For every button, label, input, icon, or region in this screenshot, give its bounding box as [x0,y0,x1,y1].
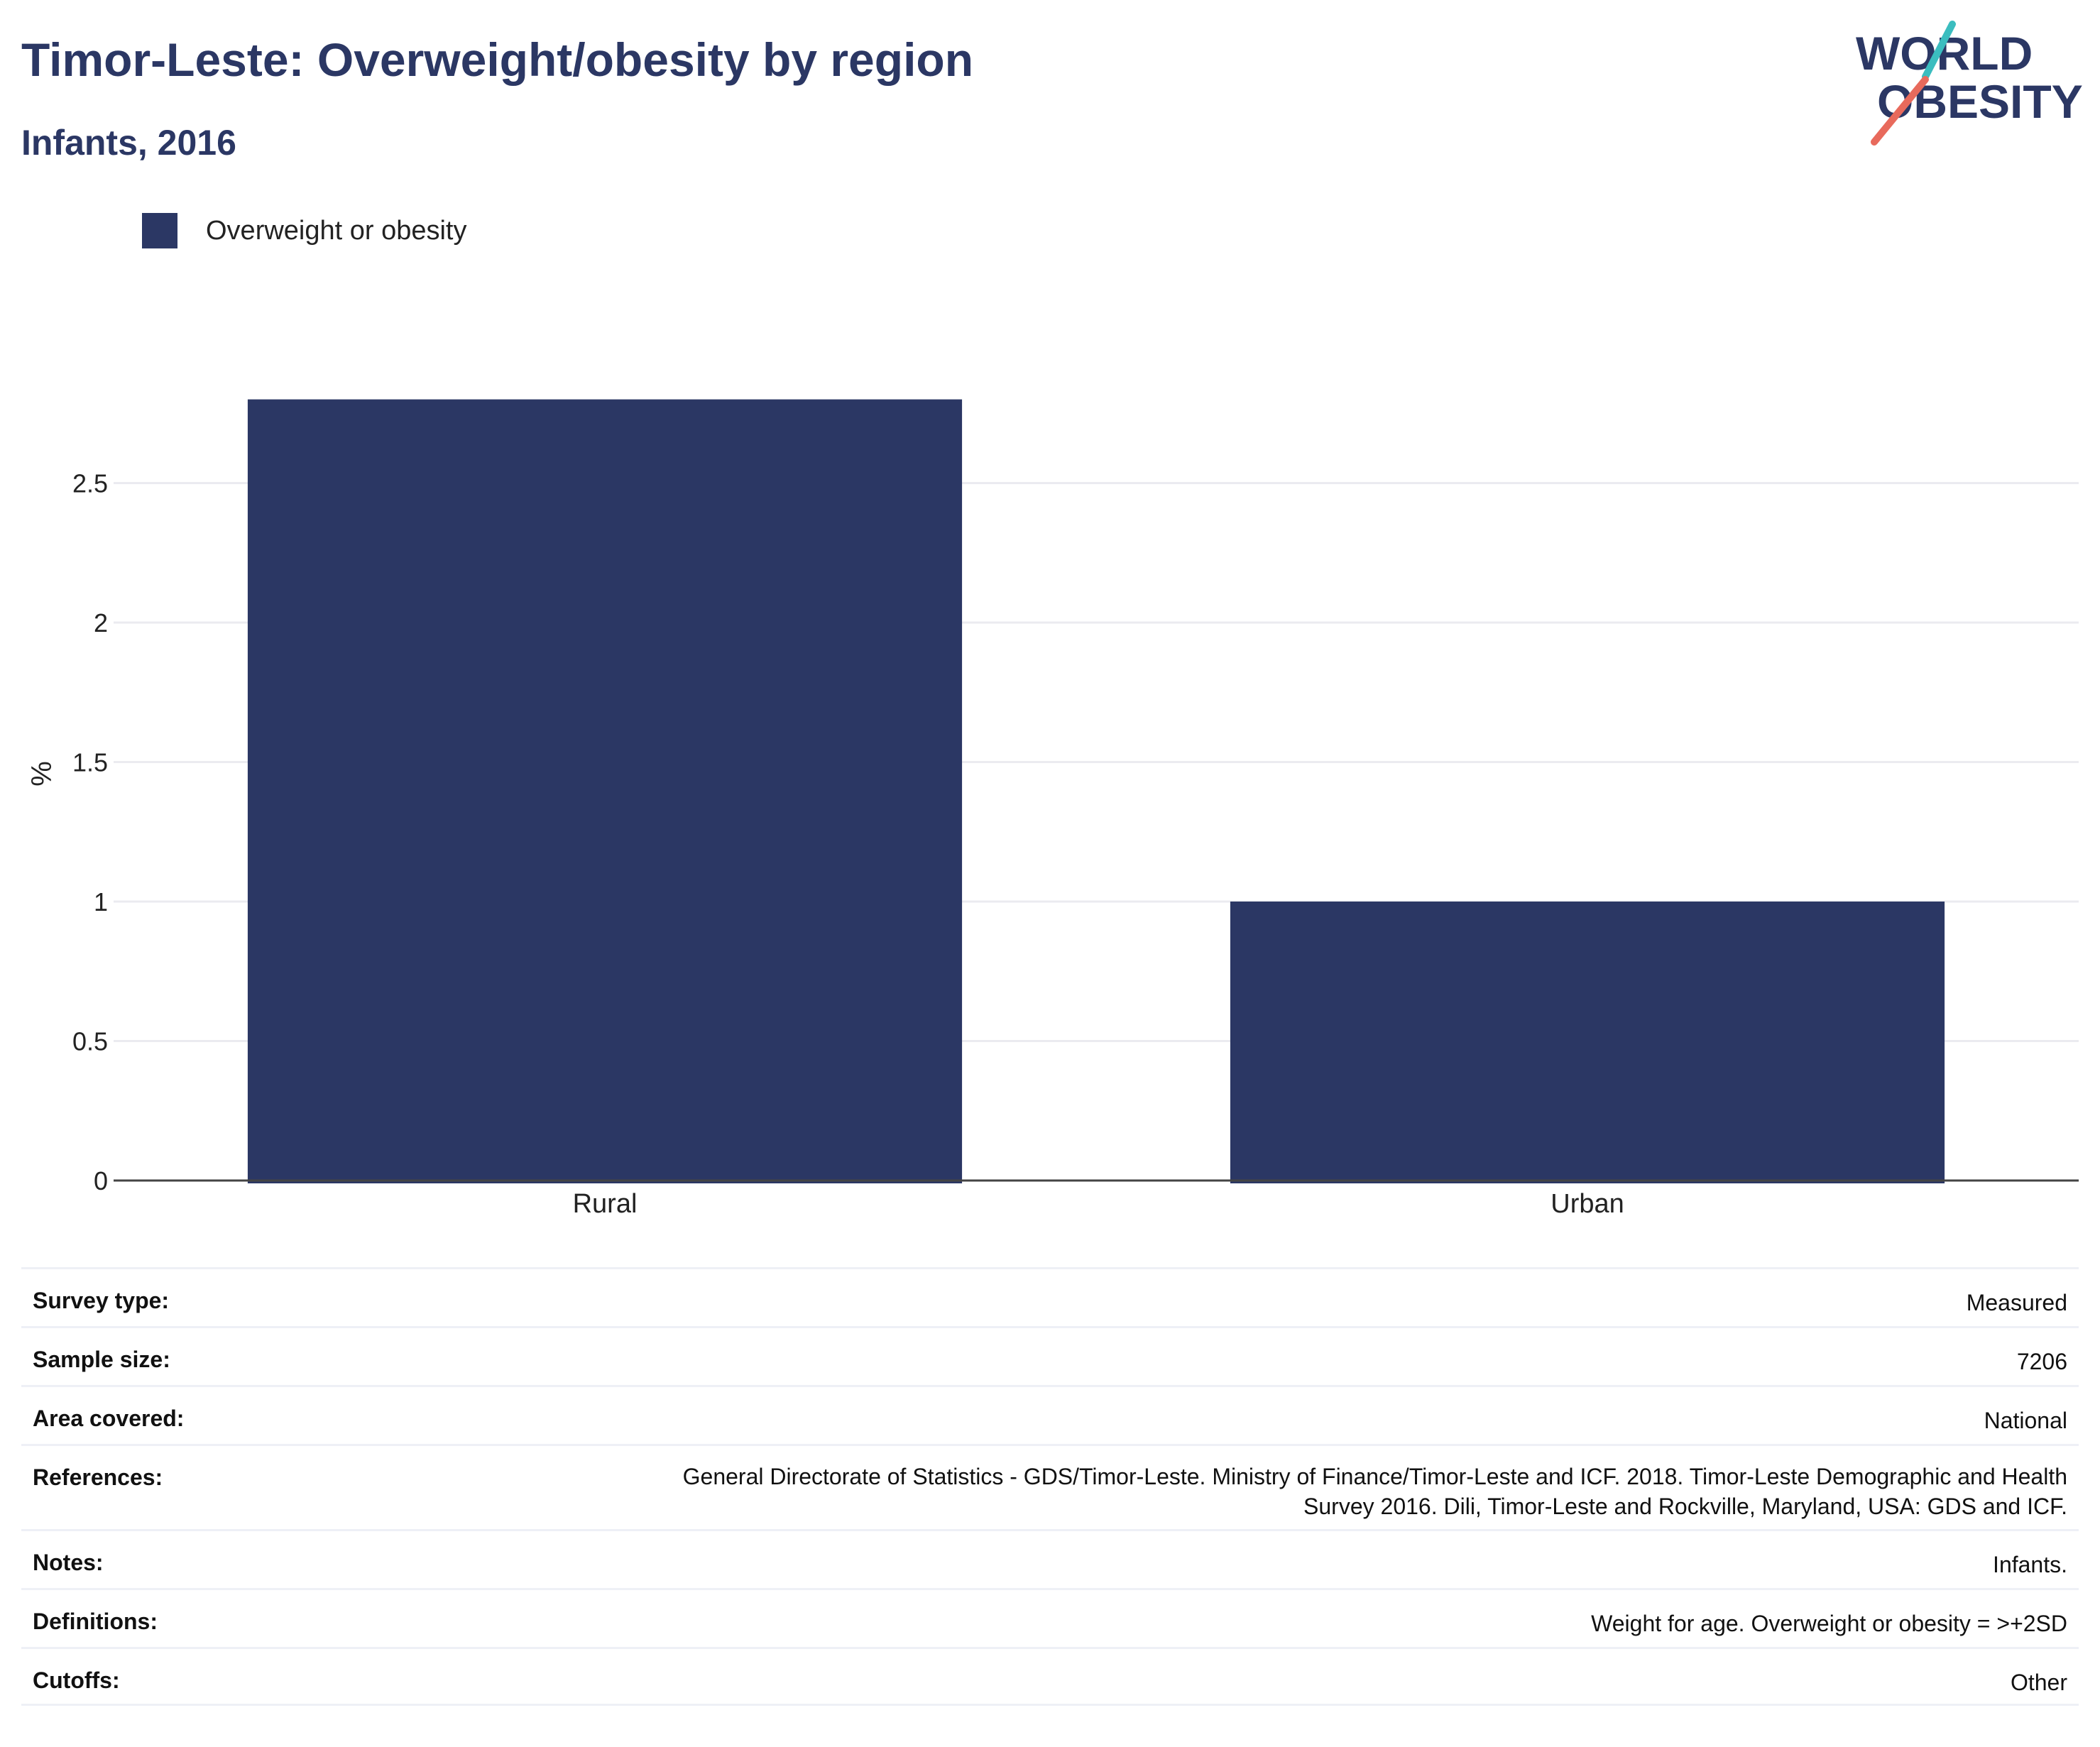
info-value: National [1984,1408,2067,1433]
info-value: Weight for age. Overweight or obesity = … [1591,1611,2067,1636]
info-value: Other [2010,1670,2067,1695]
info-value: General Directorate of Statistics - GDS/… [682,1464,2067,1519]
info-row: Notes: Infants. [21,1529,2079,1588]
info-label: Definitions: [33,1609,158,1634]
info-label: Area covered: [33,1406,185,1431]
x-tick-label: Urban [1551,1189,1624,1219]
info-label: Survey type: [33,1288,170,1313]
info-row: Cutoffs: Other [21,1647,2079,1706]
logo-slash-coral [1871,76,1929,146]
info-value: 7206 [2016,1349,2067,1374]
chart-title: Timor-Leste: Overweight/obesity by regio… [21,33,974,86]
info-label: Sample size: [33,1347,170,1372]
legend-label: Overweight or obesity [206,215,467,246]
y-tick-label: 0.5 [72,1027,108,1056]
chart-subtitle: Infants, 2016 [21,123,236,163]
legend: Overweight or obesity [142,209,467,252]
logo-slash-teal [1922,21,1956,80]
y-tick-label: 0 [94,1166,108,1195]
survey-info-table: Survey type: Measured Sample size: 7206 Area… [21,1267,2079,1706]
bar-rural [247,399,963,1183]
legend-swatch [142,213,177,248]
info-row: References: General Directorate of Statis… [21,1444,2079,1529]
info-row: Definitions: Weight for age. Overweight o… [21,1588,2079,1647]
info-value: Infants. [1993,1552,2067,1577]
bar-urban [1230,902,1945,1183]
info-label: Notes: [33,1550,104,1575]
y-tick-label: 1.5 [72,748,108,777]
y-tick-label: 2.5 [72,469,108,498]
info-row: Sample size: 7206 [21,1326,2079,1385]
y-axis-title: % [26,761,58,787]
y-tick-label: 1 [94,887,108,916]
info-value: Measured [1966,1290,2067,1315]
y-tick-label: 2 [94,608,108,637]
info-row: Area covered: National [21,1385,2079,1444]
info-row: Survey type: Measured [21,1267,2079,1326]
bar-chart: 0 0.5 1 1.5 2 2.5 Rural Urban% [26,399,2079,1219]
x-tick-label: Rural [573,1189,638,1219]
info-label: References: [33,1464,163,1490]
world-obesity-logo: WORLD OBESITY [1856,21,2083,146]
info-label: Cutoffs: [33,1667,120,1693]
